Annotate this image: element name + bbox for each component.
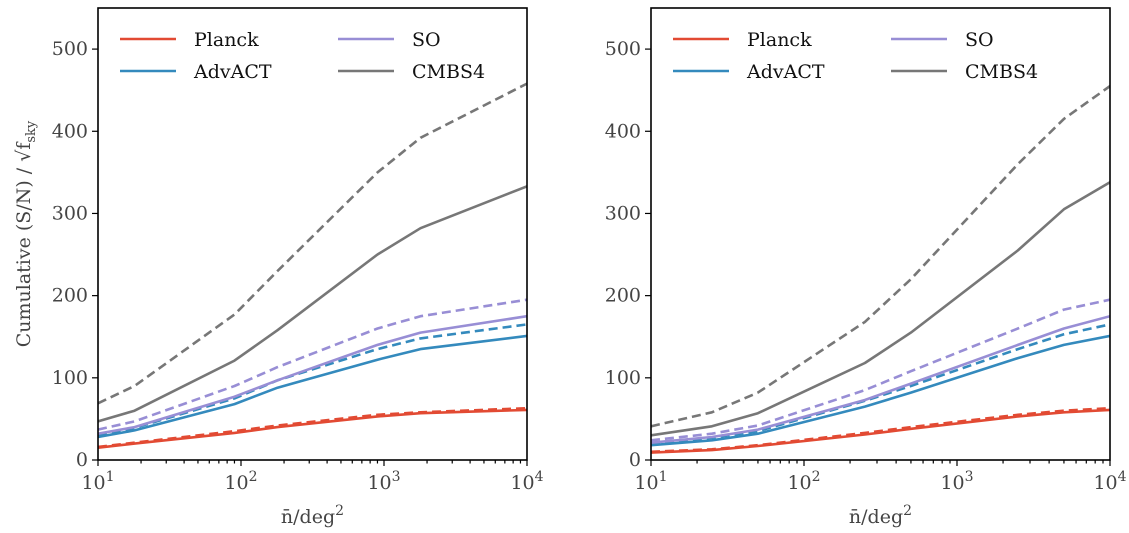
plot-area — [98, 82, 527, 449]
legend-label: SO — [965, 29, 994, 51]
x-tick-label: 103 — [367, 469, 400, 494]
x-tick-label: 102 — [787, 469, 820, 494]
legend: Planck AdvACT SO CMBS4 — [673, 29, 1038, 83]
y-tick-label: 200 — [52, 285, 88, 307]
plot-area — [651, 85, 1110, 454]
legend-label: CMBS4 — [412, 61, 485, 83]
series-3-dashed-line — [98, 82, 527, 405]
y-tick-label: 0 — [629, 449, 641, 471]
y-tick-label: 300 — [52, 202, 88, 224]
x-tick-label: 101 — [634, 469, 667, 494]
series-2-dashed-line — [98, 298, 527, 431]
series-3-dashed-line — [651, 85, 1110, 428]
y-tick-label: 100 — [52, 367, 88, 389]
legend-label: SO — [412, 29, 441, 51]
left-panel: 101 102 103 104 0 100 200 300 400 500 n̄/deg2 Cumul… — [13, 7, 544, 528]
right-panel: 101 102 103 104 0 100 200 300 400 500 n̄/deg2 Planc… — [605, 7, 1127, 528]
legend: Planck AdvACT SO CMBS4 — [120, 29, 485, 83]
legend-label: Planck — [747, 29, 812, 51]
y-tick-label: 500 — [52, 38, 88, 60]
x-tick-label: 103 — [940, 469, 973, 494]
series-0-solid-line — [651, 408, 1110, 454]
y-tick-label: 100 — [605, 367, 641, 389]
x-axis-title: n̄/deg2 — [849, 503, 912, 528]
x-tick-label: 104 — [1093, 469, 1126, 494]
series-0-solid-line — [98, 408, 527, 449]
x-tick-label: 101 — [81, 469, 114, 494]
series-1-solid-line — [651, 334, 1110, 447]
series-1-dashed-line — [651, 323, 1110, 445]
series-3-solid-line — [651, 181, 1110, 437]
axes-frame — [97, 7, 528, 461]
series-1-solid-line — [98, 334, 527, 439]
series-3-solid-line — [98, 185, 527, 423]
x-axis-title: n̄/deg2 — [281, 503, 344, 528]
series-0-dashed-line — [98, 406, 527, 449]
y-tick-label: 400 — [605, 120, 641, 142]
x-tick-label: 104 — [510, 469, 543, 494]
y-tick-label: 300 — [605, 202, 641, 224]
series-0-dashed-line — [651, 406, 1110, 454]
series-2-dashed-line — [651, 298, 1110, 442]
legend-label: CMBS4 — [965, 61, 1038, 83]
y-tick-label: 0 — [76, 449, 88, 471]
legend-label: Planck — [194, 29, 259, 51]
y-axis-title: Cumulative (S/N) / √fsky — [13, 120, 39, 347]
x-tick-label: 102 — [224, 469, 257, 494]
y-tick-label: 400 — [52, 120, 88, 142]
y-tick-label: 200 — [605, 285, 641, 307]
y-tick-label: 500 — [605, 38, 641, 60]
legend-label: AdvACT — [193, 61, 272, 83]
legend-label: AdvACT — [746, 61, 825, 83]
series-2-solid-line — [98, 314, 527, 435]
series-2-solid-line — [651, 314, 1110, 444]
axes-frame — [650, 7, 1111, 461]
